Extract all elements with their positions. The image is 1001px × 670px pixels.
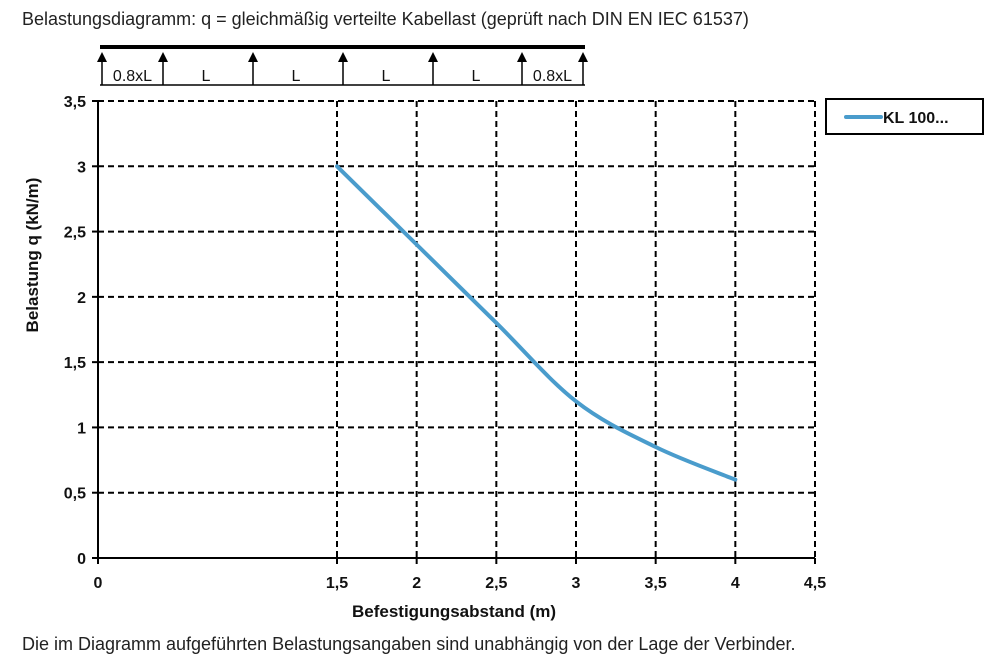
support-arrow-head-3 — [338, 52, 348, 62]
x-tick-label-0: 0 — [94, 575, 103, 592]
support-arrow-head-2 — [248, 52, 258, 62]
x-tick-label-3: 2,5 — [485, 575, 507, 592]
support-arrow-head-4 — [428, 52, 438, 62]
x-tick-label-6: 4 — [731, 575, 740, 592]
y-tick-label-2: 1 — [77, 420, 86, 437]
y-tick-label-4: 2 — [77, 290, 86, 307]
support-arrow-head-0 — [97, 52, 107, 62]
series-line-0 — [335, 164, 738, 482]
legend: KL 100... — [825, 98, 984, 135]
x-tick-label-1: 1,5 — [326, 575, 348, 592]
y-tick-label-0: 0 — [77, 551, 86, 568]
x-axis-label: Befestigungsabstand (m) — [352, 602, 556, 621]
legend-entry-kl100: KL 100... — [883, 110, 949, 127]
beam-diagram: 0.8xL L L L L 0.8xL — [97, 45, 588, 86]
beam-span-label-5: 0.8xL — [533, 68, 572, 85]
support-arrow-head-1 — [158, 52, 168, 62]
beam-span-label-1: L — [202, 68, 211, 85]
grid-lines — [98, 100, 816, 558]
tick-labels: 0 1,5 2 2,5 3 3,5 4 4,5 0 0,5 1 1,5 2 2,5 3 3,5 — [64, 94, 826, 592]
x-tick-label-4: 3 — [572, 575, 581, 592]
x-tick-label-2: 2 — [412, 575, 421, 592]
beam-span-label-2: L — [292, 68, 301, 85]
support-arrow-head-5 — [517, 52, 527, 62]
y-axis-label: Belastung q (kN/m) — [23, 178, 42, 333]
y-tick-label-3: 1,5 — [64, 355, 86, 372]
beam-span-label-4: L — [472, 68, 481, 85]
y-tick-label-5: 2,5 — [64, 225, 86, 242]
beam-span-label-3: L — [382, 68, 391, 85]
beam-span-label-0: 0.8xL — [113, 68, 152, 85]
plot-area — [335, 164, 738, 482]
y-tick-label-7: 3,5 — [64, 94, 86, 111]
support-arrow-head-6 — [578, 52, 588, 62]
y-tick-label-6: 3 — [77, 159, 86, 176]
x-tick-label-5: 3,5 — [645, 575, 667, 592]
footnote: Die im Diagramm aufgeführten Belastungsa… — [22, 634, 796, 654]
axes — [92, 100, 816, 564]
x-tick-label-7: 4,5 — [804, 575, 826, 592]
y-tick-label-1: 0,5 — [64, 486, 86, 503]
chart-title: Belastungsdiagramm: q = gleichmäßig vert… — [22, 9, 749, 29]
